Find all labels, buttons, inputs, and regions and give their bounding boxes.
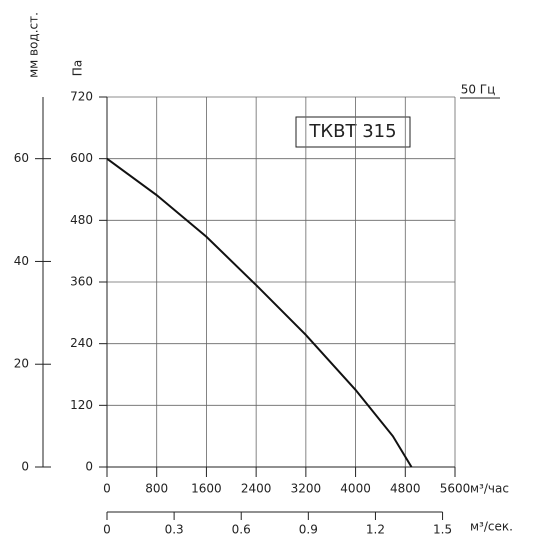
curve (106, 157, 413, 468)
x-tick-label: 1600 (191, 482, 222, 496)
x-tick-label: 800 (145, 482, 168, 496)
y2-tick-label: 40 (14, 254, 29, 268)
y-tick-label: 600 (70, 151, 93, 165)
x2-tick-label: 0.6 (232, 523, 251, 537)
y2-tick-label: 20 (14, 357, 29, 371)
subtitle: 50 Гц (461, 83, 496, 97)
x-tick-label: 5600 (440, 482, 471, 496)
y2-axis-label: мм вод.ст. (27, 12, 41, 78)
y-tick-label: 720 (70, 90, 93, 104)
x2-axis-label: м³/сек. (470, 520, 513, 534)
x-tick-label: 4800 (390, 482, 421, 496)
x-axis-label: м³/час (470, 482, 509, 496)
y-tick-label: 240 (70, 336, 93, 350)
chart-title: ТКВТ 315 (308, 121, 396, 142)
y-tick-label: 480 (70, 213, 93, 227)
x2-tick-label: 1.2 (366, 523, 385, 537)
x2-tick-label: 1.5 (433, 523, 452, 537)
y-axis-label: Па (71, 60, 85, 76)
y-tick-label: 120 (70, 398, 93, 412)
title-box (295, 116, 411, 148)
y2-tick-label: 60 (14, 151, 29, 165)
x-tick-label: 0 (103, 482, 111, 496)
x2-tick-label: 0.3 (165, 523, 184, 537)
x2-tick-label: 0 (103, 523, 111, 537)
x-tick-label: 4000 (340, 482, 371, 496)
x-tick-label: 2400 (241, 482, 272, 496)
y2-tick-label: 0 (21, 460, 29, 474)
x2-tick-label: 0.9 (299, 523, 318, 537)
y-tick-label: 0 (85, 460, 93, 474)
x-tick-label: 3200 (291, 482, 322, 496)
y-tick-label: 360 (70, 275, 93, 289)
